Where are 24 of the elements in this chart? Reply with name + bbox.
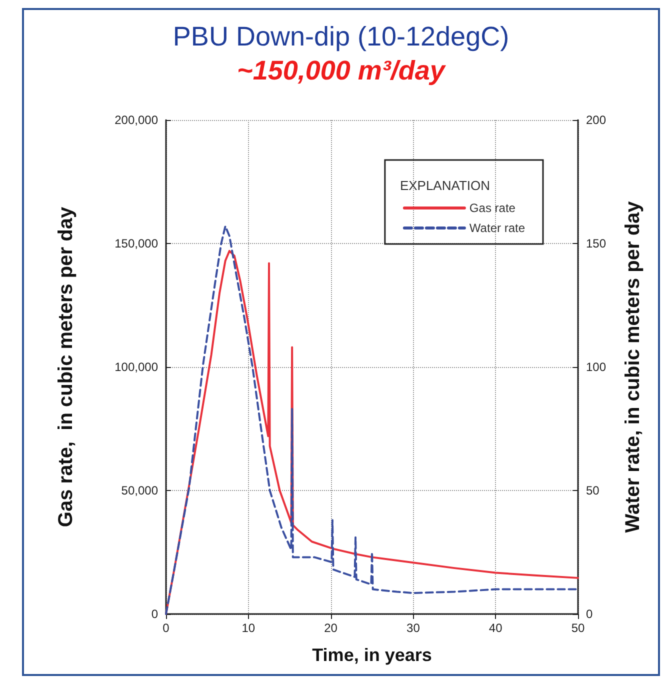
x-tick-label: 50 bbox=[571, 621, 585, 635]
y-tick-label: 150,000 bbox=[114, 236, 158, 250]
y-tick-label: 200,000 bbox=[114, 113, 158, 127]
y2-tick-label: 150 bbox=[586, 236, 606, 250]
x-tick-label: 0 bbox=[162, 621, 170, 635]
y2-tick-label: 100 bbox=[586, 360, 606, 374]
y2-tick-label: 0 bbox=[586, 607, 593, 621]
x-axis-title: Time, in years bbox=[312, 645, 432, 665]
y-tick-label: 100,000 bbox=[114, 360, 158, 374]
chart-subtitle: ~150,000 m³/day bbox=[237, 56, 447, 86]
y-tick-label: 0 bbox=[151, 607, 158, 621]
y2-axis-title: Water rate, in cubic meters per day bbox=[622, 200, 644, 533]
legend-title: EXPLANATION bbox=[400, 178, 490, 193]
legend-label: Gas rate bbox=[469, 201, 516, 215]
x-tick-label: 20 bbox=[324, 621, 338, 635]
legend-label: Water rate bbox=[469, 221, 526, 235]
y-tick-label: 50,000 bbox=[121, 484, 158, 498]
y2-tick-label: 200 bbox=[586, 113, 606, 127]
y-axis-title: Gas rate, in cubic meters per day bbox=[55, 206, 77, 528]
x-tick-label: 30 bbox=[406, 621, 420, 635]
y2-tick-label: 50 bbox=[586, 484, 600, 498]
x-tick-label: 40 bbox=[488, 621, 503, 635]
x-tick-label: 10 bbox=[242, 621, 256, 635]
chart-title: PBU Down-dip (10-12degC) bbox=[172, 22, 510, 52]
